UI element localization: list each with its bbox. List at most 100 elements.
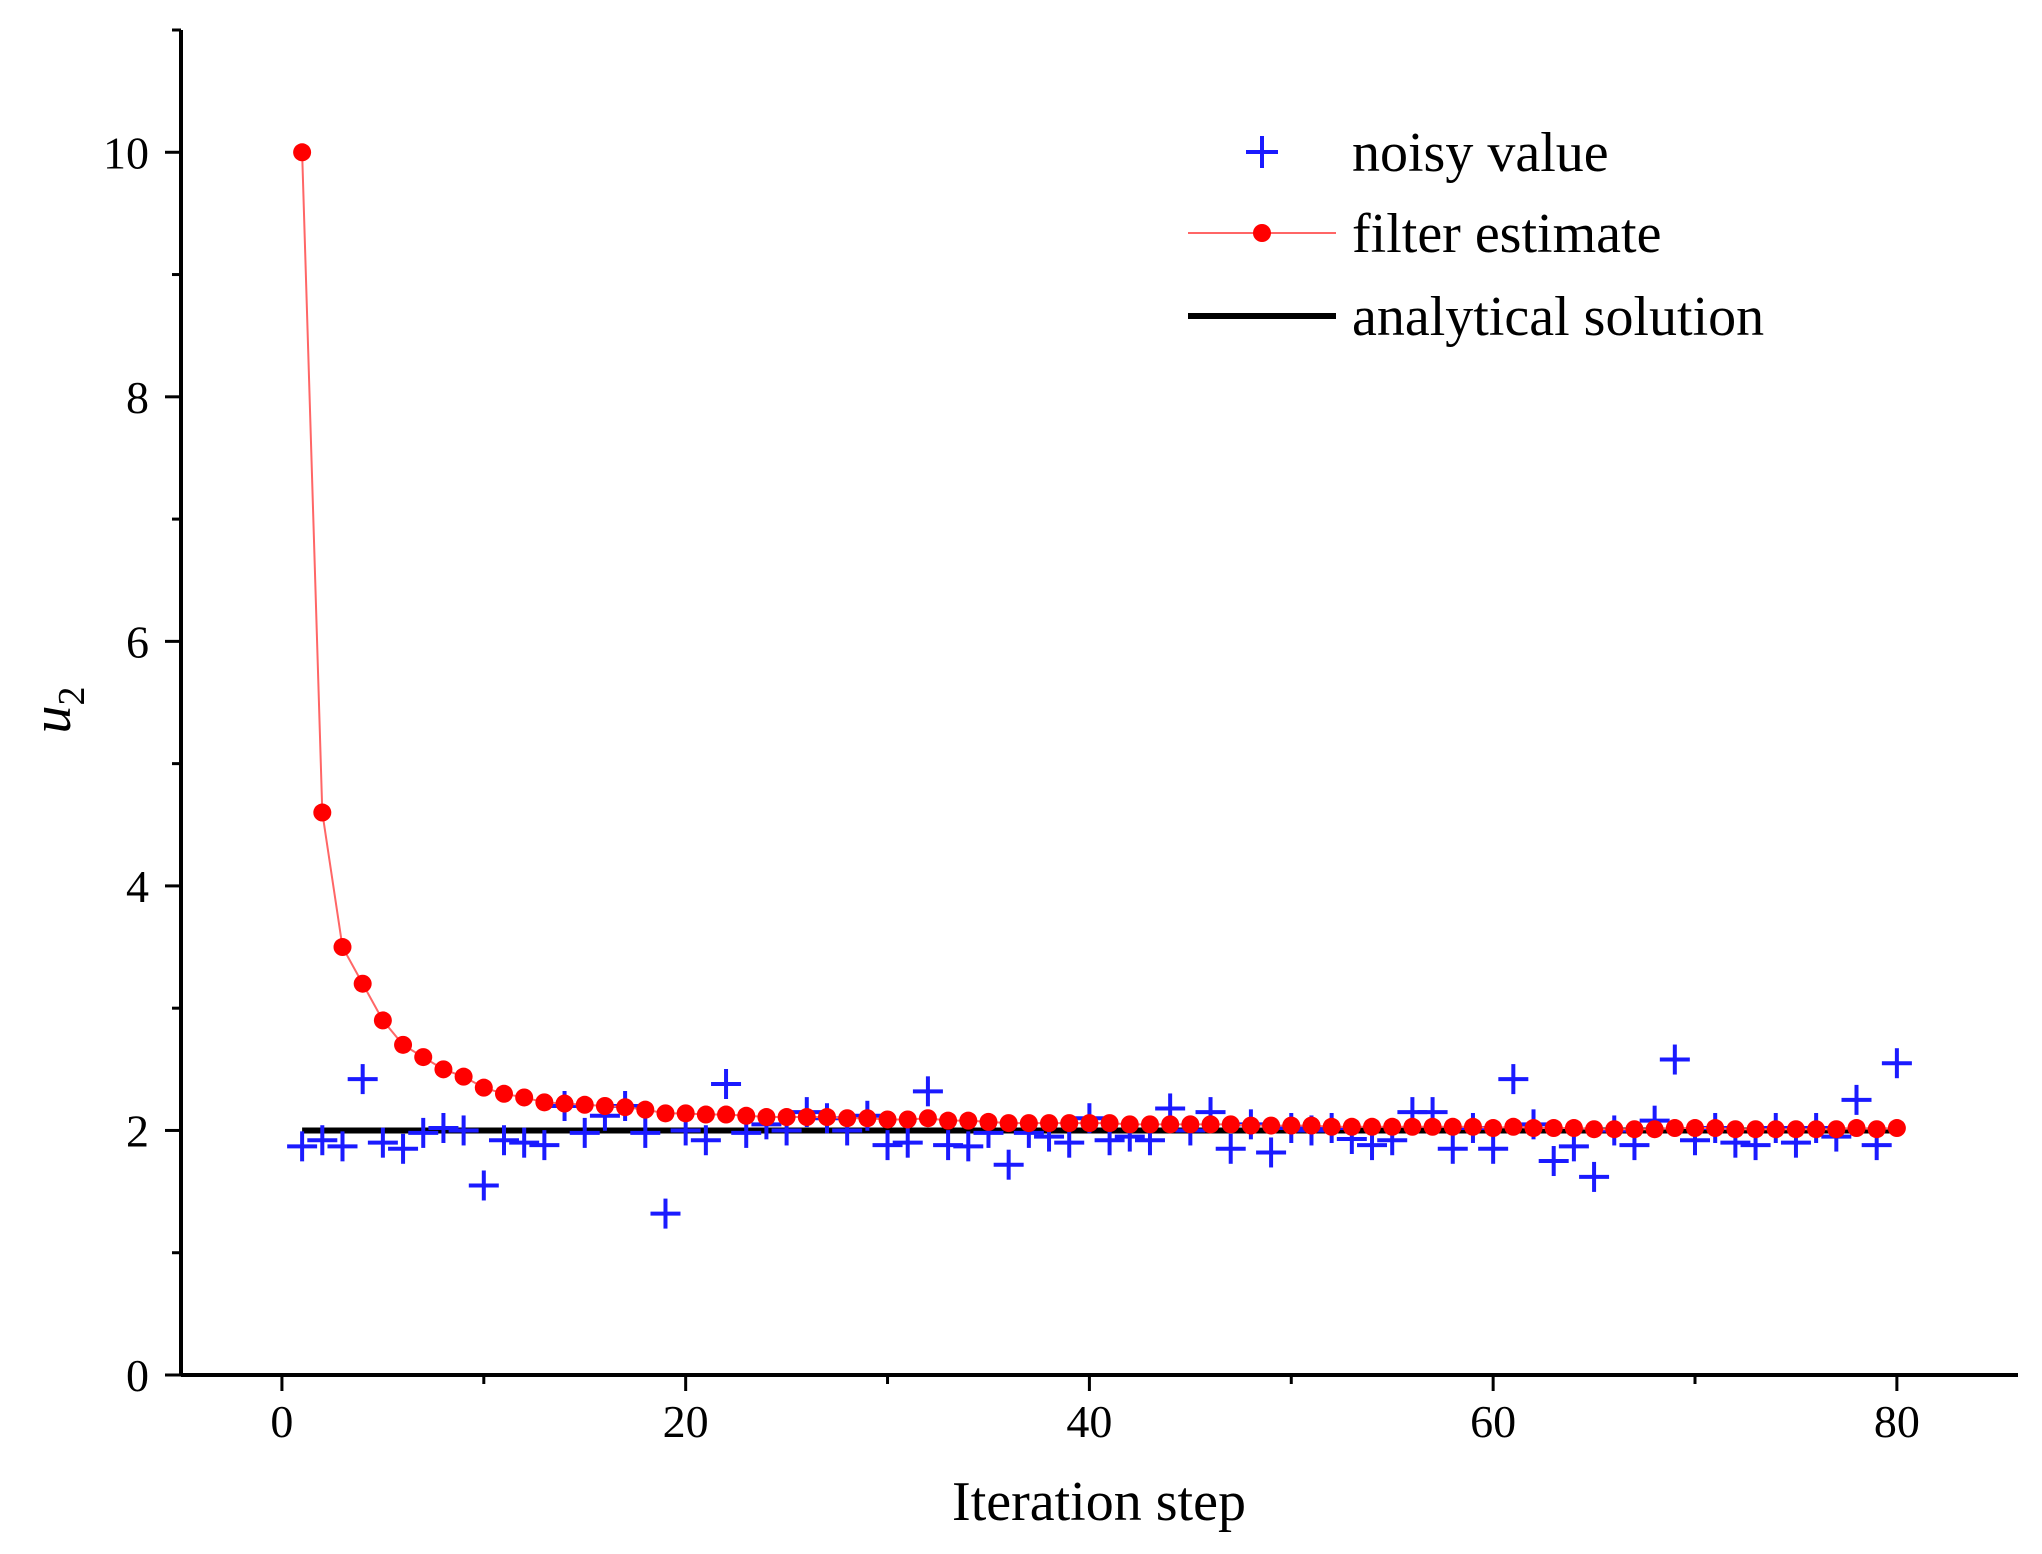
filter-estimate-point	[1161, 1115, 1180, 1134]
axis-ticks: 0 20 40 60 80 0 2 4 6 8 10	[103, 28, 1920, 1447]
noisy-value-point	[1054, 1127, 1085, 1158]
filter-estimate-point	[1120, 1115, 1139, 1134]
noisy-value-point	[1215, 1133, 1246, 1164]
filter-estimate-point	[838, 1109, 857, 1128]
filter-estimate-point	[1080, 1114, 1099, 1133]
filter-estimate-point	[1686, 1119, 1705, 1138]
legend-item-analytical: analytical solution	[1188, 286, 1764, 348]
y-tick-label: 8	[126, 372, 149, 423]
filter-estimate-point	[1403, 1117, 1422, 1136]
noisy-value-point	[993, 1149, 1024, 1180]
noisy-value-point	[468, 1170, 499, 1201]
noisy-value-point	[408, 1117, 439, 1148]
y-axis-title-subscript: 2	[51, 687, 93, 706]
noisy-value-point	[448, 1115, 479, 1146]
legend-label-noisy: noisy value	[1352, 122, 1609, 184]
filter-estimate-point	[1060, 1114, 1079, 1133]
filter-estimate-point	[1484, 1119, 1503, 1138]
filter-estimate-point	[1887, 1119, 1906, 1138]
filter-estimate-point	[817, 1108, 836, 1127]
filter-estimate-point	[959, 1111, 978, 1130]
x-tick-label: 40	[1066, 1396, 1112, 1447]
legend: noisy value filter estimate analytical s…	[1188, 122, 1764, 348]
filter-estimate-point	[1241, 1116, 1260, 1135]
filter-estimate-point	[737, 1106, 756, 1125]
y-tick-label: 4	[126, 861, 149, 912]
noisy-value-point	[307, 1125, 338, 1156]
y-tick-label: 10	[103, 127, 149, 178]
filter-estimate-point	[434, 1060, 453, 1079]
noisy-value-point	[509, 1127, 540, 1158]
filter-estimate-point	[999, 1114, 1018, 1133]
filter-estimate-point	[1807, 1120, 1826, 1139]
noisy-value-point	[428, 1113, 459, 1144]
y-axis-title-main: u	[21, 706, 83, 734]
noisy-value-point	[388, 1133, 419, 1164]
filter-estimate-point	[717, 1105, 736, 1124]
axes	[179, 30, 2018, 1377]
filter-estimate-point	[535, 1093, 554, 1112]
filter-estimate-point	[474, 1078, 493, 1097]
y-axis-title: u2	[21, 687, 93, 734]
filter-estimate-point	[1201, 1115, 1220, 1134]
filter-estimate-point	[878, 1110, 897, 1129]
noisy-value-point	[1498, 1064, 1529, 1095]
x-tick-label: 0	[270, 1396, 293, 1447]
filter-estimate-point	[1383, 1117, 1402, 1136]
filter-estimate-point	[898, 1110, 917, 1129]
filter-estimate-point	[494, 1084, 513, 1103]
filter-estimate-point	[1423, 1117, 1442, 1136]
filter-estimate-point	[454, 1067, 473, 1086]
filter-estimate-point	[616, 1098, 635, 1117]
filter-estimate-point	[676, 1104, 695, 1123]
filter-estimate-point	[1645, 1120, 1664, 1139]
noisy-value-point	[347, 1064, 378, 1095]
legend-filter-marker	[1253, 224, 1271, 242]
noisy-value-point	[569, 1117, 600, 1148]
filter-estimate-point	[1786, 1120, 1805, 1139]
filter-estimate-point	[1625, 1120, 1644, 1139]
filter-estimate-point	[1544, 1119, 1563, 1138]
legend-label-filter: filter estimate	[1352, 203, 1661, 265]
noisy-value-point	[1881, 1048, 1912, 1079]
filter-estimate-point	[1443, 1117, 1462, 1136]
noisy-value-point	[1841, 1084, 1872, 1115]
filter-estimate-point	[394, 1035, 413, 1054]
filter-estimate-point	[1524, 1119, 1543, 1138]
filter-estimate-point	[1282, 1116, 1301, 1135]
filter-estimate-point	[1322, 1117, 1341, 1136]
noisy-value-point	[1437, 1133, 1468, 1164]
y-tick-label: 0	[126, 1350, 149, 1401]
filter-estimate-point	[939, 1111, 958, 1130]
filter-estimate-point	[1504, 1117, 1523, 1136]
noisy-value-point	[529, 1130, 560, 1161]
filter-estimate-point	[918, 1109, 937, 1128]
filter-estimate-point	[1302, 1116, 1321, 1135]
filter-estimate-point	[777, 1108, 796, 1127]
filter-estimate-point	[1019, 1114, 1038, 1133]
filter-estimate-point	[313, 803, 332, 822]
filter-estimate-point	[373, 1011, 392, 1030]
noisy-value-point	[327, 1131, 358, 1162]
filter-estimate-point	[1665, 1119, 1684, 1138]
filter-estimate-point	[414, 1048, 433, 1067]
filter-estimate-point	[575, 1095, 594, 1114]
noisy-value-point	[953, 1131, 984, 1162]
noisy-value-point	[287, 1131, 318, 1162]
plot-series	[287, 143, 1912, 1229]
filter-estimate-point	[858, 1109, 877, 1128]
filter-estimate-point	[1706, 1119, 1725, 1138]
noisy-value-point	[488, 1125, 519, 1156]
filter-estimate-point	[555, 1094, 574, 1113]
filter-estimate-point	[1564, 1119, 1583, 1138]
noisy-value-point	[912, 1076, 943, 1107]
filter-estimate-point	[1181, 1115, 1200, 1134]
legend-item-noisy: noisy value	[1246, 122, 1609, 184]
noisy-value-point	[872, 1130, 903, 1161]
noisy-value-point	[711, 1068, 742, 1099]
filter-estimate-point	[1585, 1120, 1604, 1139]
legend-item-filter: filter estimate	[1188, 203, 1661, 265]
filter-estimate-point	[293, 143, 312, 162]
